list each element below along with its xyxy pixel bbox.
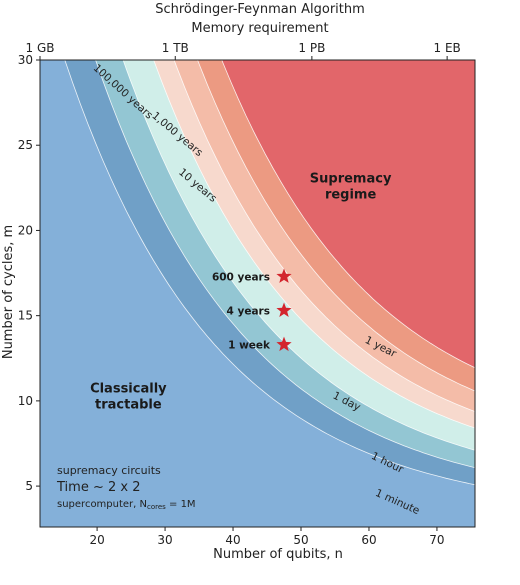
- annotation-line-3: supercomputer, Ncores = 1M: [57, 499, 196, 511]
- x-tick-label-1: 30: [157, 533, 172, 547]
- region-supremacy-line-0: Supremacy: [310, 172, 392, 187]
- point-star-2: [276, 336, 292, 352]
- annotation-line-3-main: supercomputer, N: [57, 499, 147, 510]
- contour-line-7: [221, 60, 475, 369]
- point-label-1: 4 years: [227, 306, 270, 318]
- y-axis-label: Number of cycles, m: [1, 225, 16, 359]
- x-tick-label-0: 20: [89, 533, 104, 547]
- annotation-box: supremacy circuits Time ~ 2 x 2 supercom…: [56, 464, 196, 511]
- region-tractable-line-1: tractable: [95, 397, 162, 412]
- y-tick-label-4: 25: [18, 138, 33, 152]
- region-band-7: [221, 60, 475, 368]
- point-label-0: 600 years: [212, 271, 270, 283]
- top-axis-label: Memory requirement: [191, 21, 328, 36]
- annotation-line-3-end: = 1M: [166, 499, 196, 510]
- point-label-2: 1 week: [228, 340, 271, 352]
- top-tick-label-3: 1 EB: [434, 41, 461, 55]
- point-star-0: [276, 268, 292, 283]
- top-tick-label-1: 1 TB: [162, 41, 189, 55]
- plot-frame: [39, 59, 476, 528]
- contour-line-3: [122, 60, 475, 451]
- top-tick-label-2: 1 PB: [298, 41, 325, 55]
- region-label-supremacy: Supremacy regime: [310, 172, 392, 203]
- x-tick-label-5: 70: [429, 533, 444, 547]
- x-axis-label: Number of qubits, n: [213, 547, 343, 562]
- y-tick-label-5: 30: [18, 53, 33, 67]
- region-supremacy-line-1: regime: [325, 188, 377, 203]
- y-tick-label-0: 5: [25, 479, 33, 493]
- contour-line-4: [153, 60, 475, 429]
- top-tick-label-0: 1 GB: [26, 41, 55, 55]
- x-tick-label-4: 60: [361, 533, 376, 547]
- region-tractable-line-0: Classically: [90, 381, 167, 396]
- point-star-1: [276, 302, 292, 317]
- chart-title: Schrödinger-Feynman Algorithm: [155, 2, 365, 17]
- x-tick-label-2: 40: [225, 533, 240, 547]
- contour-line-2: [95, 60, 475, 469]
- contour-line-5: [173, 60, 475, 412]
- regions-layer: [40, 60, 475, 527]
- contours-layer: [64, 60, 475, 486]
- contour-line-6: [197, 60, 475, 392]
- y-tick-label-2: 15: [18, 309, 33, 323]
- points-layer: 600 years 4 years 1 week: [212, 268, 292, 352]
- contour-line-1: [64, 60, 475, 486]
- y-tick-label-1: 10: [18, 394, 33, 408]
- y-tick-label-3: 20: [18, 223, 33, 237]
- annotation-line-2: Time ~ 2 x 2: [56, 480, 140, 495]
- x-tick-label-3: 50: [293, 533, 308, 547]
- annotation-line-3-sub: cores: [147, 503, 166, 511]
- region-label-tractable: Classically tractable: [90, 381, 167, 412]
- annotation-line-1: supremacy circuits: [57, 464, 161, 477]
